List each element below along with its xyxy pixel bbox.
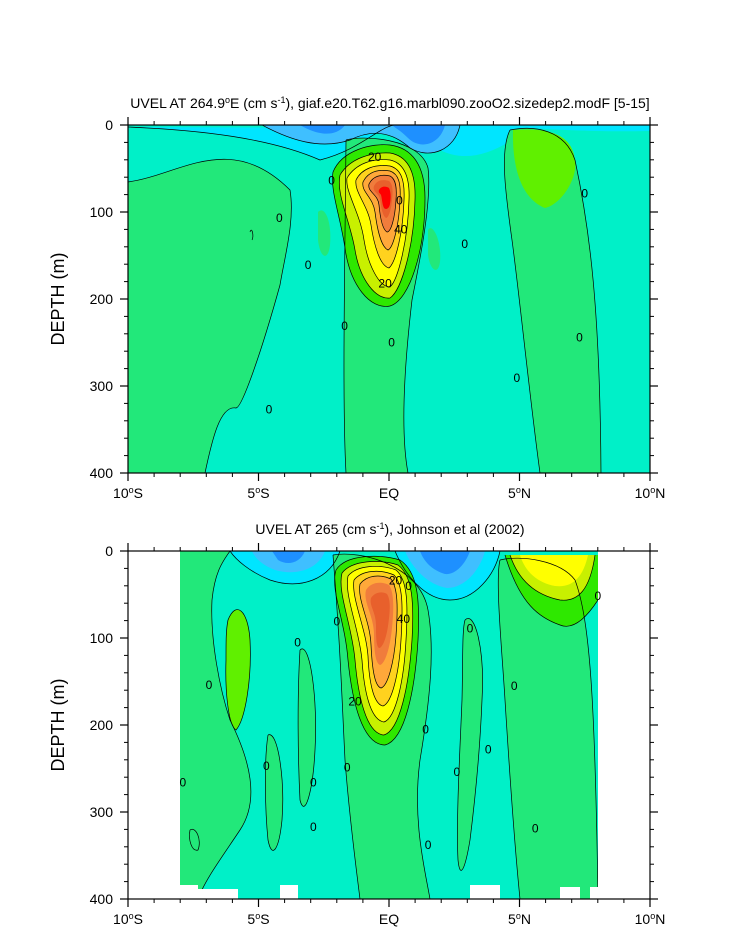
panel-model-field: [128, 125, 650, 473]
y-tick-label: 0: [105, 117, 113, 133]
y-tick-label: 300: [90, 804, 114, 820]
panel-model-contour-labels: 0 0 0 0 0 0 0 0 0 0 0 20 40 20: [266, 150, 589, 416]
contour-label: 40: [397, 612, 411, 626]
contour-label: 0: [511, 679, 518, 693]
contour-label: 0: [467, 621, 474, 635]
contour-label: 0: [305, 258, 312, 272]
panel-model-title: UVEL AT 264.9oE (cm s-1), giaf.e20.T62.g…: [130, 95, 649, 111]
x-tick-label: 5oN: [508, 485, 531, 501]
contour-label: 0: [461, 237, 468, 251]
panel-obs-ylabel: DEPTH (m): [48, 679, 68, 772]
x-tick-label: 5oS: [247, 485, 269, 501]
contour-label: 20: [378, 276, 392, 290]
contour-label: 0: [333, 614, 340, 628]
contour-label: 0: [328, 174, 335, 188]
contour-label: 0: [581, 187, 588, 201]
x-tick-label: 5oN: [508, 911, 531, 927]
contour-label: 0: [276, 211, 283, 225]
y-tick-label: 200: [90, 291, 114, 307]
y-tick-label: 200: [90, 717, 114, 733]
contour-label: 20: [368, 150, 382, 164]
x-tick-label: EQ: [379, 485, 399, 501]
contour-label: 0: [263, 759, 270, 773]
contour-label: 0: [425, 838, 432, 852]
contour-label: 0: [454, 765, 461, 779]
contour-label: 0: [341, 319, 348, 333]
contour-label: 0: [532, 822, 539, 836]
contour-label: 0: [576, 330, 583, 344]
y-tick-label: 100: [90, 630, 114, 646]
contour-label: 20: [348, 695, 362, 709]
x-tick-label: 10oN: [635, 485, 666, 501]
panel-obs-title: UVEL AT 265 (cm s-1), Johnson et al (200…: [255, 521, 524, 537]
x-tick-label: 10oS: [113, 485, 143, 501]
y-tick-label: 400: [90, 465, 114, 481]
panel-obs-field: [180, 551, 598, 899]
y-tick-label: 400: [90, 891, 114, 907]
contour-label: 0: [396, 194, 403, 208]
contour-label: 0: [405, 579, 412, 593]
contour-label: 0: [294, 635, 301, 649]
contour-label: 0: [266, 402, 273, 416]
panel-model: UVEL AT 264.9oE (cm s-1), giaf.e20.T62.g…: [48, 95, 665, 501]
x-tick-label: 5oS: [247, 911, 269, 927]
contour-label: 0: [310, 775, 317, 789]
contour-label: 0: [388, 336, 395, 350]
contour-label: 0: [206, 678, 213, 692]
contour-label: 0: [514, 371, 521, 385]
contour-label: 0: [344, 761, 351, 775]
contour-label: 0: [422, 722, 429, 736]
contour-label: 0: [485, 742, 492, 756]
contour-label: 40: [394, 222, 408, 236]
x-tick-label: EQ: [379, 911, 399, 927]
contour-label: 0: [179, 775, 186, 789]
y-tick-label: 300: [90, 378, 114, 394]
panel-obs: UVEL AT 265 (cm s-1), Johnson et al (200…: [48, 521, 665, 927]
contour-label: 0: [594, 589, 601, 603]
x-tick-label: 10oN: [635, 911, 666, 927]
contour-label: 0: [310, 820, 317, 834]
contour-label: 20: [389, 574, 403, 588]
y-tick-label: 100: [90, 204, 114, 220]
panel-model-ylabel: DEPTH (m): [48, 253, 68, 346]
y-tick-label: 0: [105, 543, 113, 559]
x-tick-label: 10oS: [113, 911, 143, 927]
